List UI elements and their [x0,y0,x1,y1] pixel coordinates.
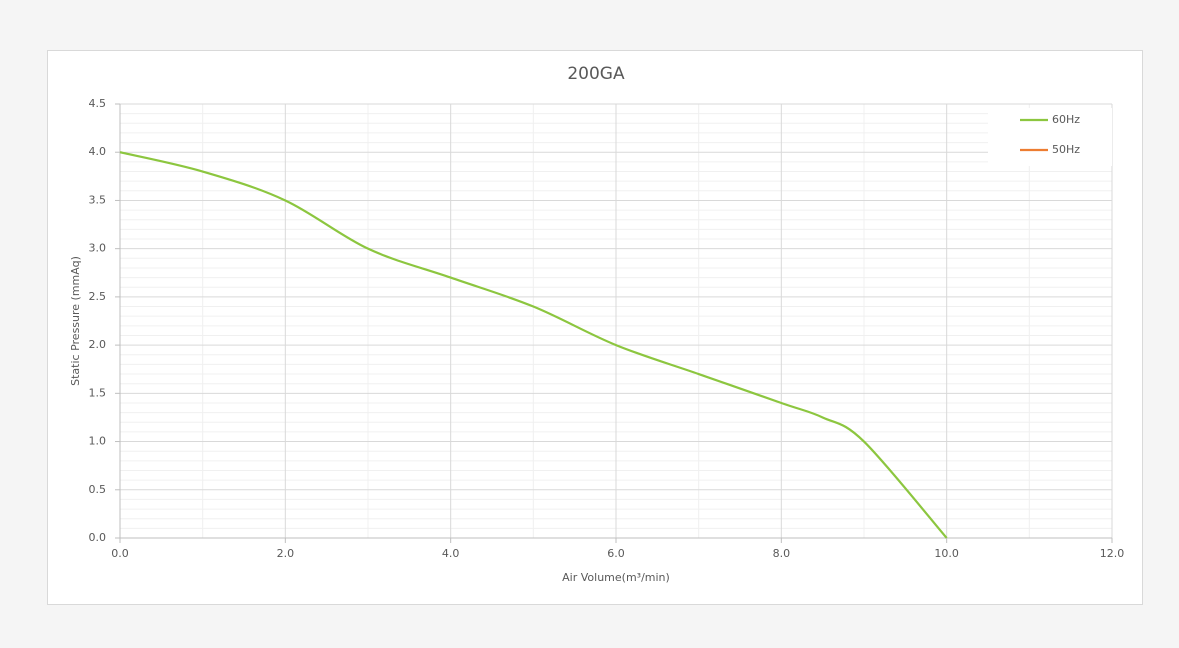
x-tick-label: 10.0 [934,547,959,560]
legend-box [988,108,1112,166]
x-tick-label: 0.0 [111,547,129,560]
y-tick-label: 0.0 [89,531,107,544]
y-tick-label: 2.0 [89,338,107,351]
x-tick-label: 8.0 [773,547,791,560]
y-tick-label: 4.0 [89,145,107,158]
y-axis-label: Static Pressure (mmAq) [69,256,82,386]
chart-title: 200GA [567,64,625,84]
legend-label: 50Hz [1052,143,1080,156]
y-tick-label: 3.5 [89,193,107,206]
x-tick-label: 4.0 [442,547,460,560]
x-tick-label: 2.0 [277,547,295,560]
x-tick-label: 6.0 [607,547,625,560]
x-tick-label: 12.0 [1100,547,1125,560]
y-tick-label: 0.5 [89,483,107,496]
y-tick-label: 3.0 [89,242,107,255]
y-tick-label: 1.5 [89,386,107,399]
chart-frame [47,50,1143,605]
legend-label: 60Hz [1052,113,1080,126]
series-line [119,151,948,539]
x-axis-label: Air Volume(m³/min) [562,571,670,584]
y-tick-label: 2.5 [89,290,107,303]
y-tick-label: 1.0 [89,435,107,448]
y-tick-label: 4.5 [89,97,107,110]
